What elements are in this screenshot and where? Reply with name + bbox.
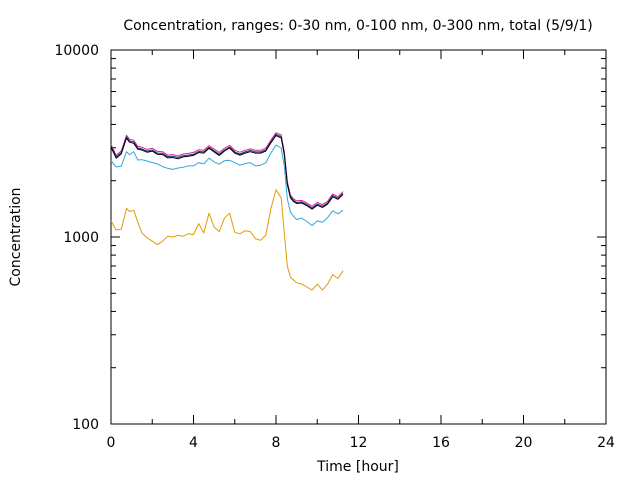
x-tick-label: 24	[597, 435, 615, 451]
x-tick-label: 4	[189, 435, 198, 451]
x-axis-label: Time [hour]	[316, 459, 399, 475]
series-line-1	[110, 132, 344, 207]
series-line-3	[110, 135, 344, 210]
x-tick-label: 0	[107, 435, 116, 451]
x-tick-label: 20	[515, 435, 533, 451]
series-line-5	[110, 189, 344, 291]
chart-title: Concentration, ranges: 0-30 nm, 0-100 nm…	[123, 18, 592, 34]
series-line-4	[110, 144, 344, 227]
series-line-2	[110, 133, 344, 209]
y-axis-label: Concentration	[8, 187, 24, 286]
x-tick-label: 12	[350, 435, 368, 451]
axis-ticks	[110, 49, 607, 425]
axis-tick-labels: 0 4 8 12 16 20 24 100 1000 10000	[54, 43, 615, 451]
y-tick-label: 10000	[54, 43, 99, 59]
series-lines	[110, 132, 344, 291]
y-tick-label: 1000	[63, 230, 99, 246]
x-tick-label: 8	[272, 435, 281, 451]
x-tick-label: 16	[432, 435, 450, 451]
y-tick-label: 100	[72, 417, 99, 433]
